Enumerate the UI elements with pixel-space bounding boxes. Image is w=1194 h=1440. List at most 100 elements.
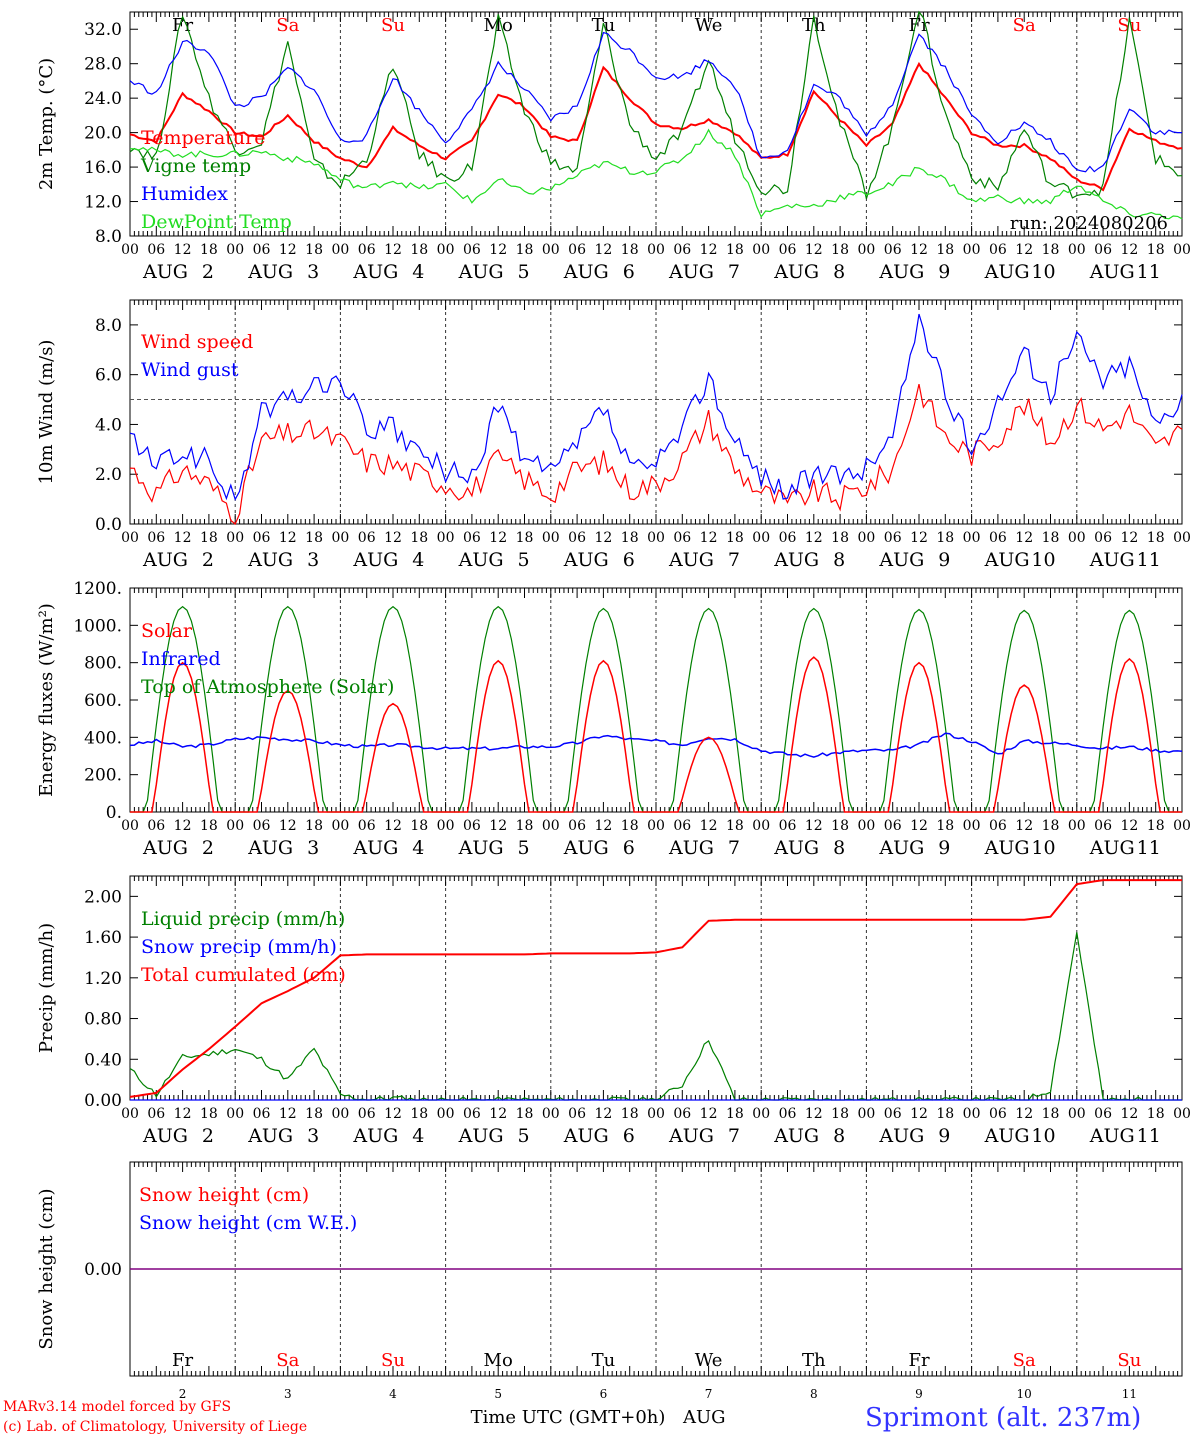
- day-number-label: 5: [518, 261, 530, 283]
- day-number-label: 8: [833, 1125, 845, 1147]
- day-number-label: 4: [412, 1125, 424, 1147]
- y-axis-label: Precip (mm/h): [36, 923, 57, 1053]
- hour-tick-label: 18: [305, 1106, 323, 1122]
- month-label: AUG: [352, 1125, 398, 1147]
- hour-tick-label: 06: [147, 1106, 165, 1122]
- day-number-label: 7: [728, 549, 740, 571]
- hour-tick-label: 18: [726, 530, 744, 546]
- hour-tick-label: 12: [279, 242, 297, 258]
- day-name: Fr: [908, 15, 929, 36]
- hour-tick-label: 06: [568, 1106, 586, 1122]
- day-name: We: [695, 15, 723, 36]
- hour-tick-label: 18: [936, 530, 954, 546]
- month-label: AUG: [668, 549, 714, 571]
- day-number-label: 11: [1137, 261, 1161, 283]
- hour-tick-label: 12: [384, 818, 402, 834]
- hour-tick-label: 00: [963, 242, 981, 258]
- series-line-solar: [130, 656, 1182, 813]
- hour-tick-label: 12: [174, 1106, 192, 1122]
- y-axis-label: Energy fluxes (W/m²): [36, 603, 57, 797]
- y-axis-label: 10m Wind (m/s): [36, 340, 57, 485]
- hour-tick-label: 12: [910, 242, 928, 258]
- month-label: AUG: [247, 549, 293, 571]
- hour-tick-label: 12: [700, 530, 718, 546]
- bottom-day-number: 2: [179, 1387, 187, 1401]
- y-tick-label: 6.0: [95, 366, 122, 386]
- legend-wind-speed: Wind speed: [141, 331, 253, 353]
- hour-tick-label: 12: [910, 1106, 928, 1122]
- hour-tick-label: 18: [1147, 818, 1165, 834]
- day-number-label: 10: [1031, 549, 1055, 571]
- panel-1: [129, 299, 1183, 525]
- day-number-label: 4: [412, 549, 424, 571]
- month-label: AUG: [668, 261, 714, 283]
- month-label: AUG: [142, 549, 188, 571]
- day-number-label: 6: [623, 549, 635, 571]
- hour-tick-label: 00: [647, 818, 665, 834]
- day-number-label: 2: [202, 549, 214, 571]
- y-tick-label: 4.0: [95, 415, 122, 435]
- legend-dewpoint-temp: DewPoint Temp: [141, 211, 292, 233]
- hour-tick-label: 06: [989, 530, 1007, 546]
- hour-tick-label: 18: [936, 818, 954, 834]
- bottom-day-name: Fr: [172, 1350, 193, 1371]
- month-label: AUG: [984, 837, 1030, 859]
- hour-tick-label: 06: [673, 1106, 691, 1122]
- day-number-label: 3: [307, 837, 319, 859]
- y-tick-label: 24.0: [84, 89, 122, 109]
- hour-tick-label: 00: [647, 530, 665, 546]
- hour-tick-label: 12: [1015, 530, 1033, 546]
- month-label: AUG: [142, 837, 188, 859]
- month-label: AUG: [984, 1125, 1030, 1147]
- hour-tick-label: 06: [884, 530, 902, 546]
- month-label: AUG: [668, 837, 714, 859]
- hour-tick-label: 12: [1015, 818, 1033, 834]
- month-label: AUG: [878, 261, 924, 283]
- month-label: AUG: [1089, 837, 1135, 859]
- hour-tick-label: 18: [1042, 530, 1060, 546]
- hour-tick-label: 12: [594, 1106, 612, 1122]
- hour-tick-label: 06: [1094, 530, 1112, 546]
- model-credit: MARv3.14 model forced by GFS: [3, 1399, 232, 1415]
- series-line-0: [129, 383, 1183, 525]
- bottom-day-number: 4: [389, 1387, 397, 1401]
- day-number-label: 3: [307, 261, 319, 283]
- day-number-label: 9: [938, 837, 950, 859]
- month-label: AUG: [563, 549, 609, 571]
- y-tick-label: 800.: [84, 654, 122, 674]
- y-tick-label: 12.0: [84, 193, 122, 213]
- hour-tick-label: 00: [226, 242, 244, 258]
- hour-tick-label: 12: [489, 242, 507, 258]
- hour-tick-label: 06: [989, 242, 1007, 258]
- hour-tick-label: 00: [1068, 1106, 1086, 1122]
- hour-tick-label: 06: [884, 242, 902, 258]
- day-number-label: 10: [1031, 1125, 1055, 1147]
- month-label: AUG: [984, 261, 1030, 283]
- month-label: AUG: [352, 261, 398, 283]
- hour-tick-label: 12: [910, 530, 928, 546]
- bottom-day-name: Sa: [276, 1350, 299, 1371]
- bottom-day-name: Fr: [908, 1350, 929, 1371]
- hour-tick-label: 06: [358, 1106, 376, 1122]
- bottom-day-number: 6: [600, 1387, 608, 1401]
- hour-tick-label: 18: [1147, 242, 1165, 258]
- day-number-label: 11: [1137, 837, 1161, 859]
- hour-tick-label: 12: [279, 1106, 297, 1122]
- month-label: AUG: [563, 261, 609, 283]
- day-name: Mo: [484, 15, 513, 36]
- day-number-label: 3: [307, 549, 319, 571]
- bottom-day-name: Sa: [1013, 1350, 1036, 1371]
- month-label: AUG: [878, 549, 924, 571]
- bottom-day-number: 8: [810, 1387, 818, 1401]
- y-tick-label: 0.0: [95, 515, 122, 535]
- hour-tick-label: 12: [279, 818, 297, 834]
- station-title: Sprimont (alt. 237m): [865, 1403, 1142, 1433]
- hour-tick-label: 06: [989, 818, 1007, 834]
- hour-tick-label: 06: [358, 818, 376, 834]
- day-number-label: 2: [202, 837, 214, 859]
- y-tick-label: 0.80: [84, 1010, 122, 1030]
- series-line-1: [129, 10, 1183, 199]
- hour-tick-label: 00: [437, 242, 455, 258]
- hour-tick-label: 00: [331, 818, 349, 834]
- hour-tick-label: 18: [1147, 1106, 1165, 1122]
